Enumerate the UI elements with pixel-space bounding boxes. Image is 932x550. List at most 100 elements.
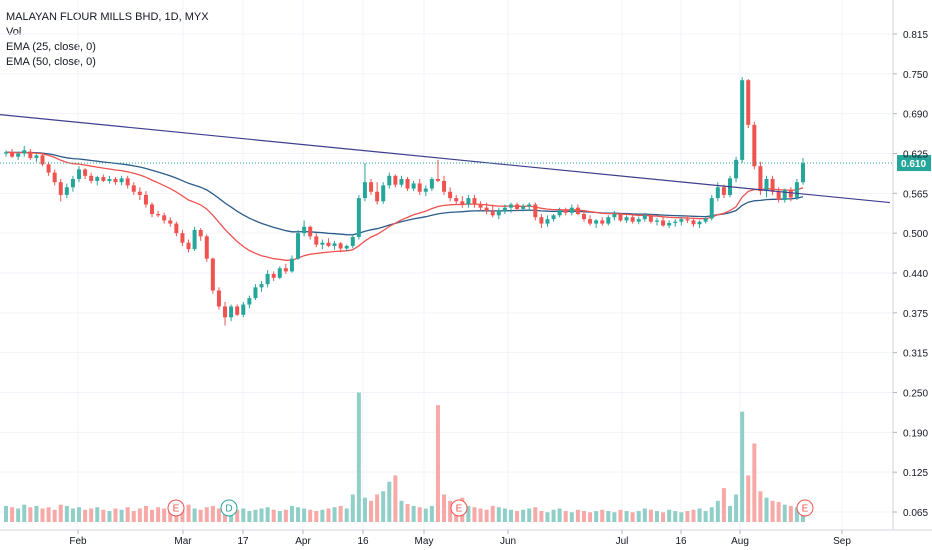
- volume-bar: [210, 505, 215, 522]
- volume-bar: [28, 507, 33, 522]
- candle: [423, 185, 428, 197]
- candle: [435, 159, 440, 183]
- x-tick-label: Aug: [731, 536, 749, 547]
- candle: [557, 207, 562, 218]
- candle-body: [539, 217, 544, 224]
- volume-bar: [362, 497, 367, 522]
- x-tick-label: Sep: [833, 536, 851, 547]
- candle: [247, 295, 252, 309]
- event-circle: [450, 499, 468, 517]
- candle-body: [703, 218, 708, 222]
- earnings-marker[interactable]: E: [796, 499, 814, 517]
- candle: [569, 204, 574, 216]
- volume-bar: [95, 507, 100, 522]
- dividend-marker[interactable]: D: [220, 499, 238, 517]
- chart-legend: MALAYAN FLOUR MILLS BHD, 1D, MYX Vol EMA…: [6, 10, 209, 70]
- candle: [606, 215, 611, 226]
- volume-bar: [502, 508, 507, 522]
- volume-bar: [356, 392, 361, 522]
- volume-bar: [216, 508, 221, 522]
- volume-bar: [581, 511, 586, 522]
- time-axis[interactable]: Feb Mar 17 Apr 16 May Jun Jul 16 Aug Sep: [0, 529, 932, 547]
- candle: [198, 228, 203, 241]
- candle: [308, 225, 313, 240]
- candle: [527, 202, 532, 211]
- candle-body: [801, 163, 805, 183]
- volume-bar: [764, 497, 769, 522]
- candle-body: [77, 169, 82, 179]
- y-tick-label: 0.815: [903, 30, 928, 41]
- candle-body: [156, 214, 161, 216]
- volume-bar: [302, 508, 307, 522]
- candle: [630, 214, 635, 224]
- candle: [28, 149, 33, 160]
- candle-body: [235, 306, 240, 315]
- candle-body: [265, 273, 270, 285]
- y-tick-label: 0.065: [903, 508, 928, 519]
- volume-bar: [478, 508, 483, 522]
- y-tick-label: 0.315: [903, 349, 928, 360]
- candle-body: [119, 178, 124, 183]
- candle: [223, 301, 228, 326]
- candle: [186, 239, 191, 253]
- candle: [581, 210, 586, 222]
- volume-bar: [253, 509, 258, 522]
- volume-bar: [107, 511, 112, 522]
- volume-bar: [113, 508, 118, 522]
- candle: [253, 284, 258, 301]
- volume-bar: [192, 508, 197, 522]
- candle: [405, 177, 410, 192]
- candle-body: [667, 222, 672, 226]
- x-tick-label: 16: [357, 536, 369, 547]
- candle: [143, 191, 148, 208]
- candle-body: [442, 180, 447, 192]
- candle-body: [490, 210, 495, 216]
- volume-bar: [782, 504, 787, 522]
- candle: [216, 287, 221, 310]
- candle: [229, 304, 234, 322]
- volume-bar: [557, 508, 562, 522]
- candle: [137, 187, 142, 201]
- candle: [636, 216, 641, 225]
- candle: [174, 221, 179, 237]
- trendline-layer[interactable]: [0, 114, 891, 204]
- candle-body: [405, 178, 410, 189]
- candle: [551, 214, 556, 222]
- candle: [545, 215, 550, 227]
- earnings-marker[interactable]: E: [167, 499, 185, 517]
- volume-bar: [679, 512, 684, 522]
- candle-body: [417, 183, 422, 192]
- volume-bar: [575, 509, 580, 522]
- volume-bar: [746, 475, 751, 522]
- volume-bar: [545, 512, 550, 522]
- candle: [460, 196, 465, 208]
- volume-bar: [715, 500, 720, 522]
- price-axis[interactable]: 0.815 0.750 0.690 0.625 0.565 0.500 0.440 0.375…: [892, 0, 928, 530]
- volume-bar: [776, 502, 781, 522]
- candle-body: [46, 164, 51, 173]
- candle-body: [515, 204, 520, 209]
- earnings-marker[interactable]: E: [450, 499, 468, 517]
- candle: [46, 161, 51, 176]
- candle-body: [734, 159, 739, 179]
- candle-body: [204, 236, 209, 259]
- candle-body: [794, 182, 799, 198]
- candle-body: [636, 219, 641, 222]
- candle-body: [435, 178, 440, 181]
- candle: [101, 174, 106, 183]
- y-tick-label: 0.750: [903, 70, 928, 81]
- x-tick-label: May: [415, 536, 434, 547]
- volume-bar: [734, 494, 739, 522]
- grid: [0, 0, 893, 530]
- candle-body: [606, 217, 611, 224]
- candle: [697, 220, 702, 229]
- volume-bar: [180, 507, 185, 522]
- candle-body: [70, 178, 75, 188]
- candle-body: [356, 198, 361, 237]
- candle-body: [648, 215, 653, 222]
- candle: [502, 204, 507, 215]
- candle: [338, 242, 343, 253]
- candle: [387, 172, 392, 189]
